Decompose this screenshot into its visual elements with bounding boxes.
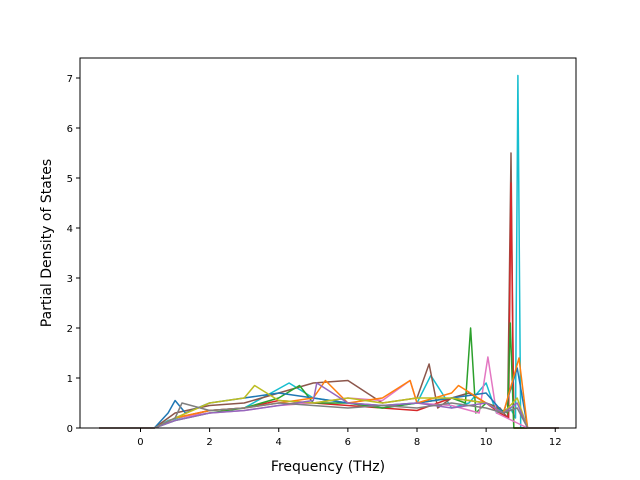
x-tick-label: 12 xyxy=(549,437,562,448)
x-tick-label: 2 xyxy=(206,437,212,448)
series-layer xyxy=(99,74,559,429)
y-tick-label: 1 xyxy=(67,374,73,385)
y-tick-label: 7 xyxy=(67,74,73,85)
x-tick-label: 6 xyxy=(345,437,351,448)
y-tick-label: 4 xyxy=(67,224,73,235)
series-line-10 xyxy=(99,402,559,429)
y-tick-label: 2 xyxy=(67,324,73,335)
plot-frame xyxy=(79,57,577,429)
x-tick-label: 0 xyxy=(137,437,143,448)
y-tick-label: 6 xyxy=(67,124,73,135)
x-tick-label: 8 xyxy=(414,437,420,448)
x-axis-label: Frequency (THz) xyxy=(271,459,385,475)
x-ticks: 0 2 4 6 8 10 12 xyxy=(137,428,562,448)
series-line-9 xyxy=(99,382,559,429)
x-tick-label: 4 xyxy=(276,437,282,448)
y-ticks: 0 1 2 3 4 5 6 7 xyxy=(67,74,80,435)
y-tick-label: 3 xyxy=(67,274,73,285)
y-tick-label: 0 xyxy=(67,424,73,435)
y-axis-label: Partial Density of States xyxy=(39,159,55,327)
y-tick-label: 5 xyxy=(67,174,73,185)
x-tick-label: 10 xyxy=(480,437,493,448)
